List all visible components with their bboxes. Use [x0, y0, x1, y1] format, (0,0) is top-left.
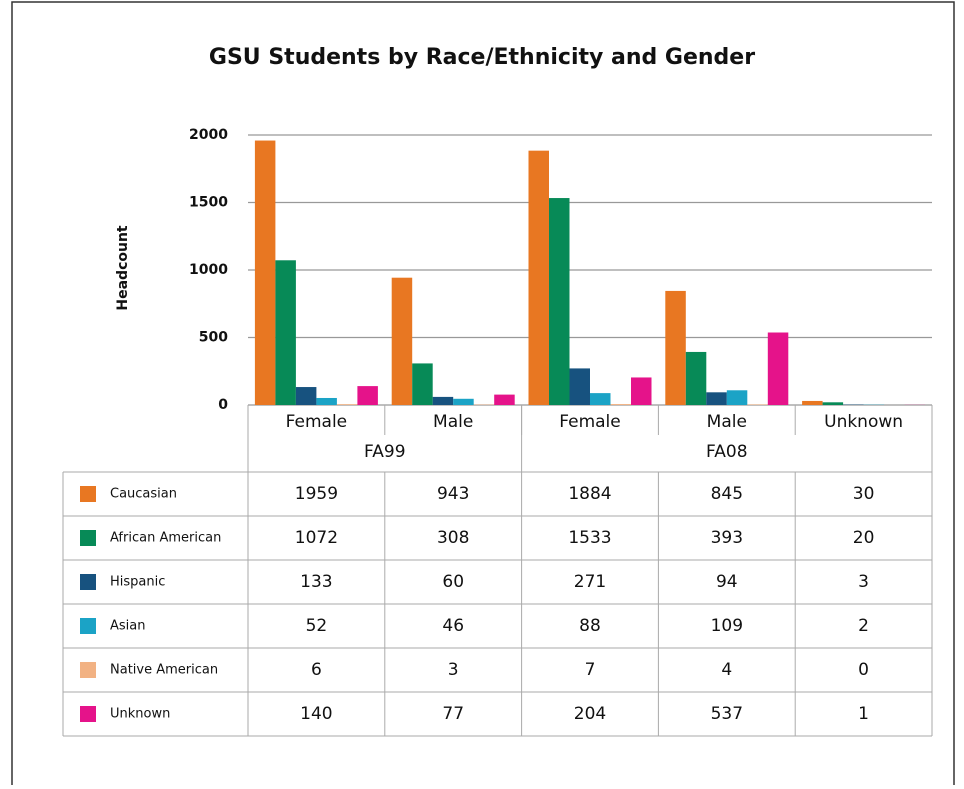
- table-cell: 308: [437, 528, 469, 548]
- bar: [686, 352, 707, 405]
- table-cell: 1072: [295, 528, 338, 548]
- bar: [665, 291, 686, 405]
- bar: [433, 397, 454, 405]
- table-cell: 271: [574, 572, 606, 592]
- legend-label: African American: [110, 531, 221, 546]
- legend-swatch: [80, 618, 96, 634]
- table-cell: 1959: [295, 484, 338, 504]
- bar: [706, 392, 727, 405]
- table-cell: 1533: [568, 528, 611, 548]
- legend-label: Asian: [110, 619, 145, 634]
- chart-title: GSU Students by Race/Ethnicity and Gende…: [209, 45, 755, 70]
- table-cell: 2: [858, 616, 869, 636]
- table-cell: 94: [716, 572, 738, 592]
- table-cell: 845: [711, 484, 743, 504]
- y-tick-label: 500: [199, 330, 228, 346]
- x-tick-label: Female: [286, 412, 347, 432]
- bar: [412, 363, 433, 405]
- bar: [275, 260, 296, 405]
- bar: [590, 393, 611, 405]
- y-tick-label: 2000: [189, 127, 228, 143]
- group-label: FA99: [364, 442, 405, 462]
- bar: [529, 151, 550, 405]
- table-cell: 77: [442, 704, 464, 724]
- table-cell: 52: [306, 616, 328, 636]
- y-axis-label: Headcount: [115, 225, 131, 311]
- legend-swatch: [80, 486, 96, 502]
- table-cell: 140: [300, 704, 332, 724]
- bar: [631, 377, 652, 405]
- bar: [549, 198, 570, 405]
- y-tick-label: 1000: [189, 262, 228, 278]
- bar: [296, 387, 317, 405]
- legend-label: Caucasian: [110, 487, 177, 502]
- legend-swatch: [80, 574, 96, 590]
- table-cell: 20: [853, 528, 875, 548]
- x-tick-label: Male: [707, 412, 747, 432]
- bar: [357, 386, 378, 405]
- bar: [392, 278, 413, 405]
- bar: [727, 390, 748, 405]
- table-cell: 1: [858, 704, 869, 724]
- table-cell: 3: [448, 660, 459, 680]
- table-cell: 537: [711, 704, 743, 724]
- group-label: FA08: [706, 442, 747, 462]
- table-cell: 88: [579, 616, 601, 636]
- table-cell: 60: [442, 572, 464, 592]
- legend-swatch: [80, 706, 96, 722]
- table-cell: 109: [711, 616, 743, 636]
- bar: [337, 404, 358, 405]
- bar: [316, 398, 337, 405]
- table-cell: 46: [442, 616, 464, 636]
- legend-label: Native American: [110, 663, 218, 678]
- x-tick-label: Male: [433, 412, 473, 432]
- bar: [802, 401, 823, 405]
- bar: [570, 368, 591, 405]
- table-cell: 7: [585, 660, 596, 680]
- bar: [255, 141, 276, 405]
- x-tick-label: Female: [559, 412, 620, 432]
- bar: [453, 399, 474, 405]
- y-tick-label: 0: [218, 397, 228, 413]
- table-cell: 393: [711, 528, 743, 548]
- legend-label: Unknown: [110, 707, 170, 722]
- table-cell: 133: [300, 572, 332, 592]
- bar: [494, 395, 515, 405]
- x-tick-label: Unknown: [824, 412, 903, 432]
- table-cell: 0: [858, 660, 869, 680]
- y-tick-label: 1500: [189, 195, 228, 211]
- table-cell: 30: [853, 484, 875, 504]
- table-cell: 3: [858, 572, 869, 592]
- legend-swatch: [80, 662, 96, 678]
- legend-swatch: [80, 530, 96, 546]
- legend-label: Hispanic: [110, 575, 165, 590]
- bar: [747, 404, 768, 405]
- table-cell: 1884: [568, 484, 611, 504]
- table-cell: 4: [721, 660, 732, 680]
- table-cell: 6: [311, 660, 322, 680]
- bar: [611, 404, 632, 405]
- bar: [768, 333, 789, 405]
- table-cell: 943: [437, 484, 469, 504]
- table-cell: 204: [574, 704, 606, 724]
- bar: [823, 402, 844, 405]
